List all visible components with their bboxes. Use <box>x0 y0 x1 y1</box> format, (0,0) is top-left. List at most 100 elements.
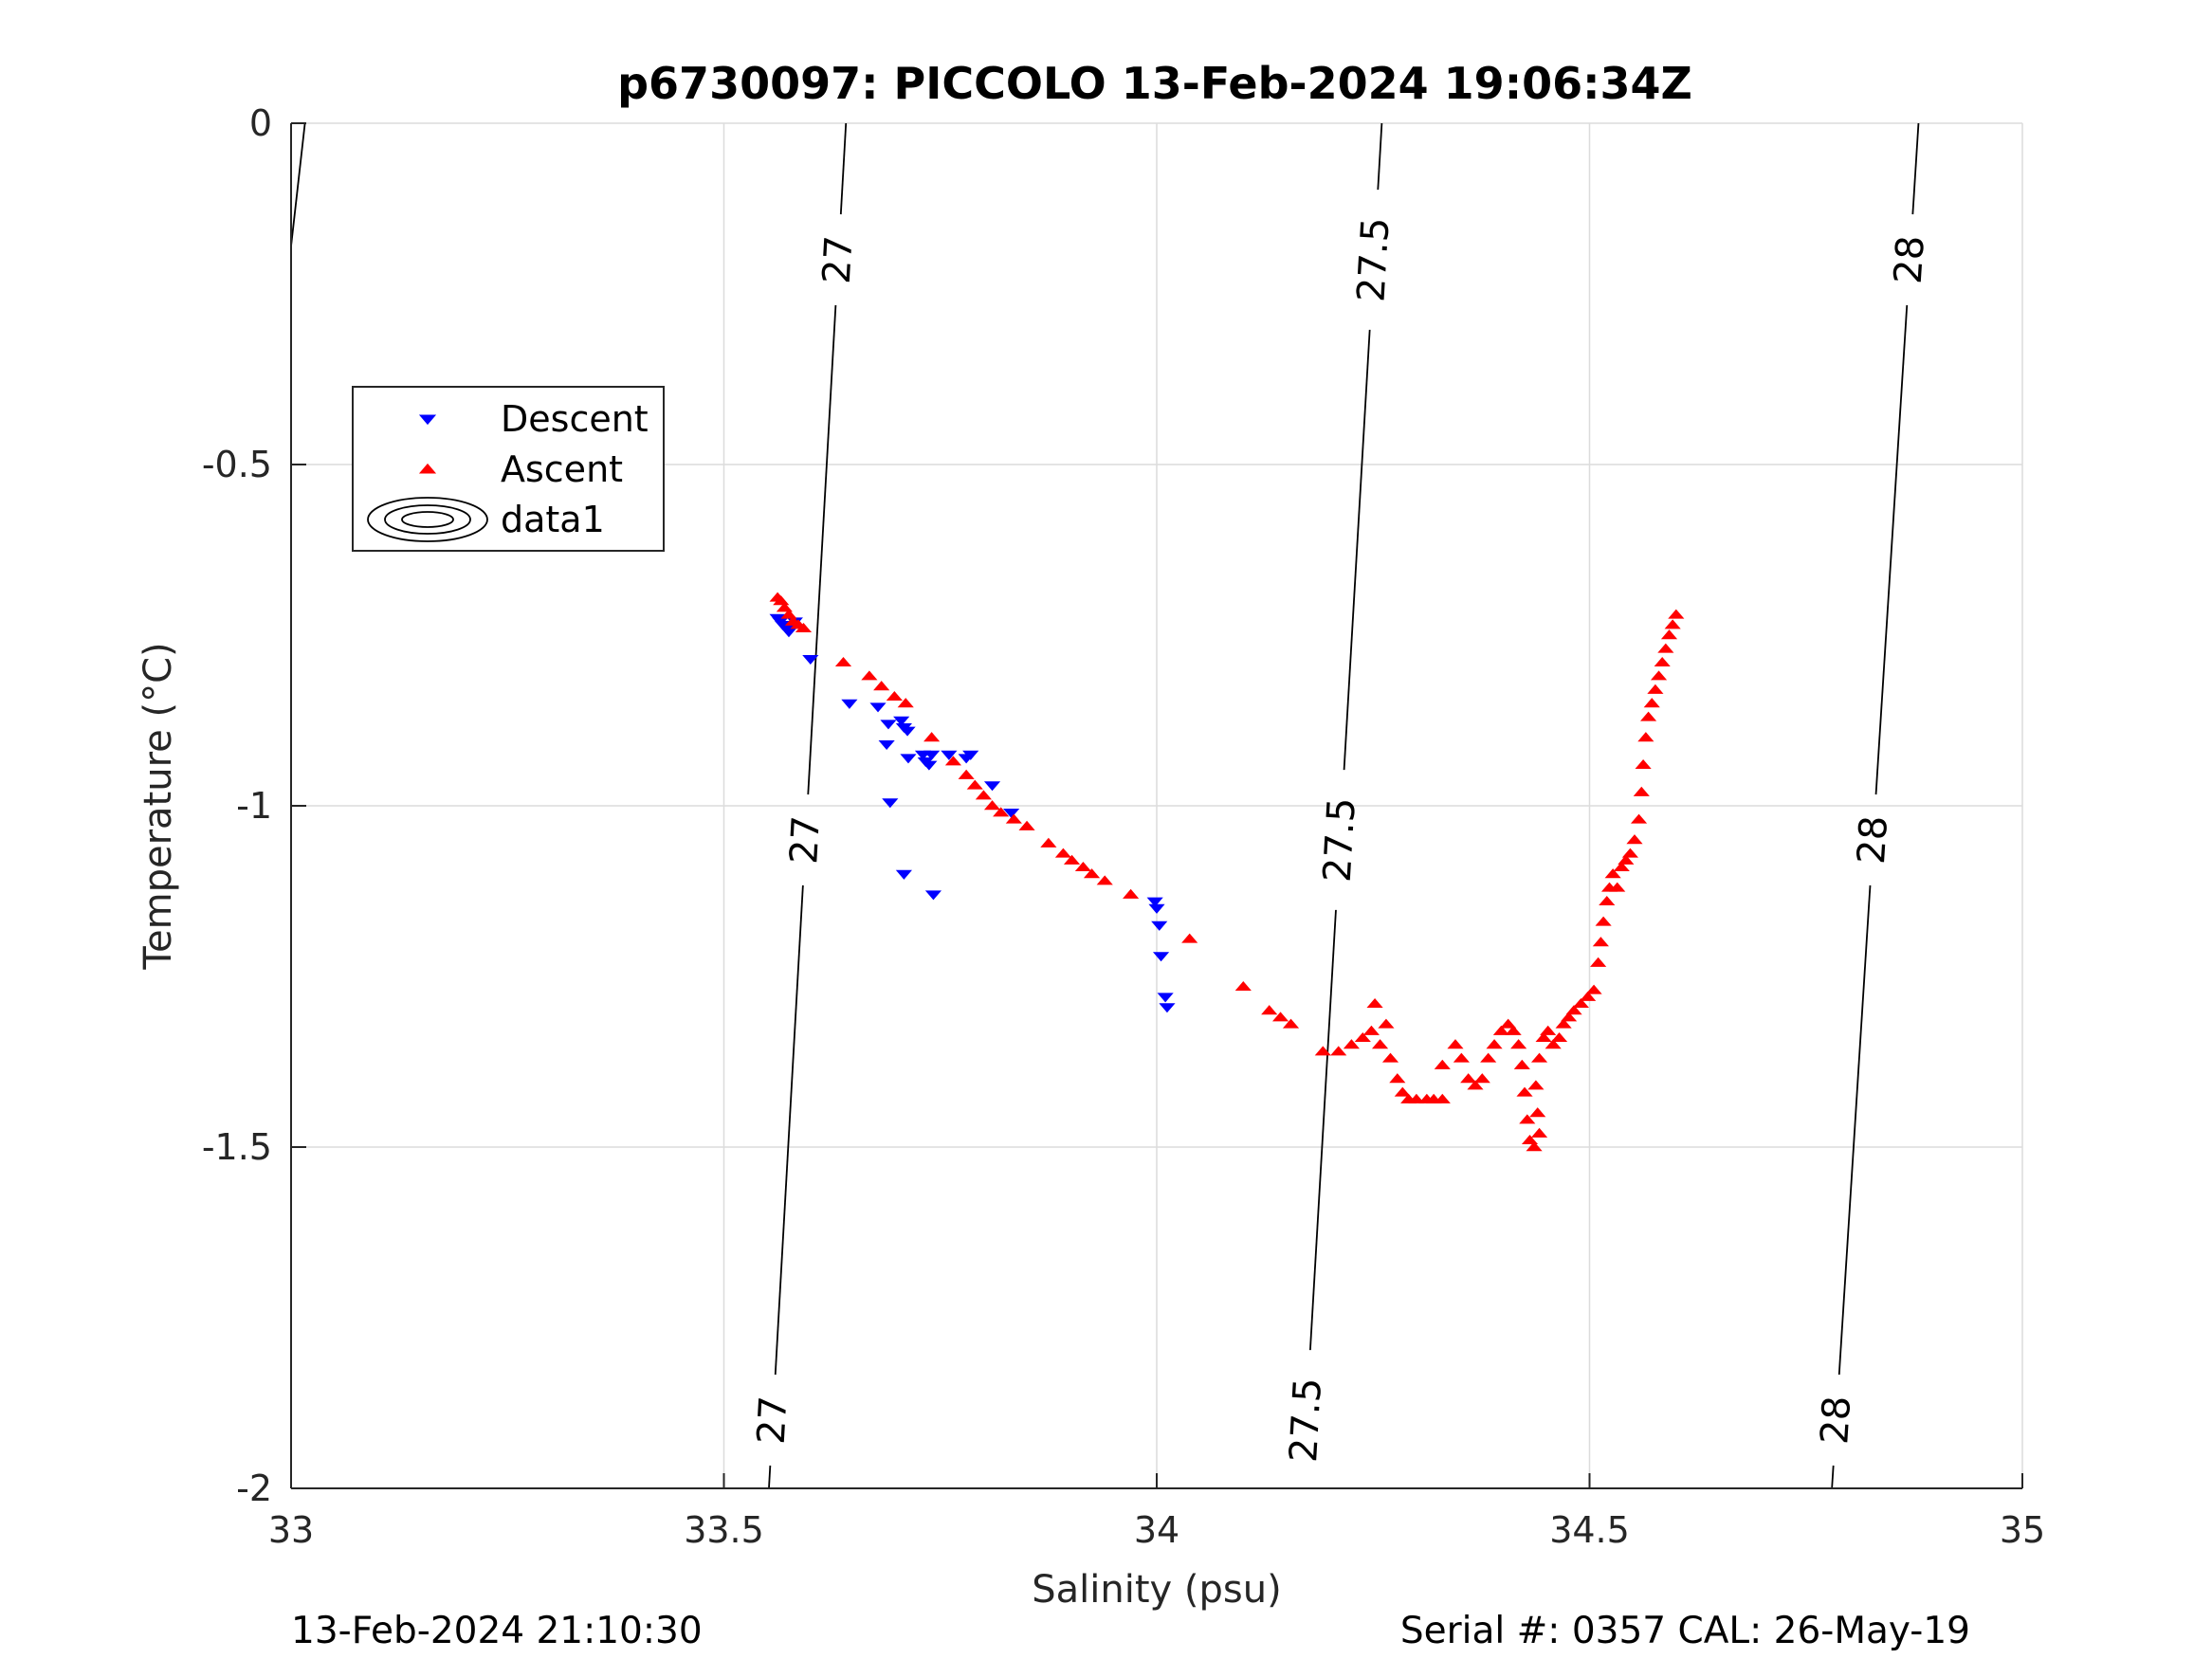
ascent-point <box>993 807 1010 817</box>
ascent-point <box>1604 868 1621 879</box>
ascent-point <box>1005 813 1022 824</box>
descent-point <box>895 869 912 880</box>
ascent-point <box>1408 1093 1425 1103</box>
ascent-point <box>873 681 890 691</box>
ascent-point <box>1643 698 1660 708</box>
isopycnal-label: 27 <box>815 234 862 284</box>
ascent-point <box>1314 1046 1331 1056</box>
ascent-point <box>1535 1031 1552 1043</box>
ascent-point <box>1585 984 1602 994</box>
legend-label-ascent: Ascent <box>501 448 623 490</box>
ascent-point <box>1657 643 1674 653</box>
ascent-point <box>1526 1141 1543 1152</box>
x-tick-label: 34.5 <box>1549 1509 1630 1551</box>
isopycnal-28: 28 28 28 <box>1813 122 1933 1489</box>
descent-point <box>1159 1003 1176 1013</box>
y-tick-label: -1 <box>236 785 272 827</box>
ascent-point <box>975 790 992 800</box>
x-tick-label: 33 <box>268 1509 314 1551</box>
descent-point <box>983 781 1001 792</box>
ascent-point <box>1040 837 1057 848</box>
x-axis-label: Salinity (psu) <box>1032 1568 1281 1612</box>
ascent-point <box>1599 895 1616 906</box>
legend-contour-icon <box>367 497 488 542</box>
ascent-point <box>966 779 983 790</box>
ascent-point <box>1467 1080 1484 1090</box>
isopycnal-unlabeled <box>290 122 306 246</box>
x-tick-label: 34 <box>1134 1509 1179 1551</box>
isopycnal-segment <box>807 304 837 795</box>
legend-ascent-marker <box>418 463 437 474</box>
y-axis-label: Temperature (°C) <box>137 642 180 970</box>
ascent-point <box>1633 786 1650 796</box>
ascent-point <box>1473 1073 1490 1084</box>
ascent-point <box>1366 997 1383 1009</box>
descent-point <box>841 699 858 709</box>
chart-title: p6730097: PICCOLO 13-Feb-2024 19:06:34Z <box>617 58 1692 109</box>
ascent-point <box>1635 758 1652 770</box>
descent-point <box>921 760 938 771</box>
ascent-point <box>1354 1031 1371 1043</box>
ascent-point <box>795 622 813 633</box>
ascent-point <box>1381 1052 1399 1063</box>
ascent-point <box>1540 1025 1557 1035</box>
ascent-point <box>1362 1025 1380 1035</box>
isopycnal-segment <box>1837 884 1872 1376</box>
ascent-point <box>1330 1046 1347 1056</box>
isopycnal-label: 27.5 <box>1316 796 1364 884</box>
descent-point <box>869 702 887 713</box>
ascent-point <box>1434 1093 1451 1103</box>
isopycnal-segment <box>1911 122 1920 215</box>
isopycnal-contours: 27 27 27 27.5 27.5 27.5 28 28 28 <box>290 122 1933 1489</box>
isopycnal-27.5: 27.5 27.5 27.5 <box>1282 122 1398 1464</box>
descent-point <box>1146 897 1163 907</box>
descent-point <box>1003 808 1020 819</box>
ascent-point <box>1664 619 1681 629</box>
ascent-point <box>1654 656 1671 667</box>
ascent-point <box>944 756 962 766</box>
y-tick-label: -2 <box>236 1468 272 1509</box>
x-axis-ticks: 33 33.5 34 34.5 35 <box>268 1473 2045 1551</box>
ascent-point <box>923 732 941 742</box>
legend-contour-ring <box>401 511 454 528</box>
isopycnal-label: 27.5 <box>1282 1376 1330 1464</box>
ascent-point <box>1639 711 1657 721</box>
descent-point <box>941 750 958 760</box>
ascent-point <box>1647 684 1664 694</box>
ascent-point <box>1621 848 1638 858</box>
ascent-point <box>1513 1059 1530 1069</box>
legend-contour-ring <box>384 504 471 535</box>
isopycnal-segment <box>1831 1465 1835 1489</box>
ascent-point <box>1592 937 1609 947</box>
ascent-point <box>1261 1005 1278 1015</box>
ascent-point <box>1609 882 1626 892</box>
ascent-point <box>1660 629 1678 640</box>
footer-timestamp: 13-Feb-2024 21:10:30 <box>291 1610 703 1652</box>
isopycnal-segment <box>839 122 848 215</box>
ascent-point <box>1234 980 1252 992</box>
ascent-point <box>776 602 793 612</box>
y-tick-label: -0.5 <box>202 444 272 485</box>
ascent-point <box>1519 1114 1536 1124</box>
ascent-point <box>1054 848 1071 858</box>
ascent-point <box>1460 1073 1477 1084</box>
legend-descent-marker <box>418 414 437 426</box>
legend-label-descent: Descent <box>501 398 649 440</box>
ascent-point <box>1550 1031 1568 1043</box>
ascent-point <box>1580 991 1597 1001</box>
ascent-point <box>1529 1107 1546 1118</box>
ascent-point <box>1521 1134 1539 1145</box>
ascent-point <box>1613 861 1630 872</box>
isopycnal-segment <box>774 884 804 1376</box>
ascent-point <box>1561 1012 1578 1022</box>
ascent-point <box>1530 1127 1548 1138</box>
ascent-point <box>1389 1073 1406 1084</box>
ascent-point <box>886 690 903 702</box>
isopycnal-27: 27 27 27 <box>750 122 862 1489</box>
descent-point <box>1151 921 1168 931</box>
ascent-point <box>1181 933 1198 943</box>
descent-point <box>1152 952 1170 962</box>
ascent-point <box>1637 732 1654 742</box>
ascent-point <box>1555 1018 1572 1029</box>
